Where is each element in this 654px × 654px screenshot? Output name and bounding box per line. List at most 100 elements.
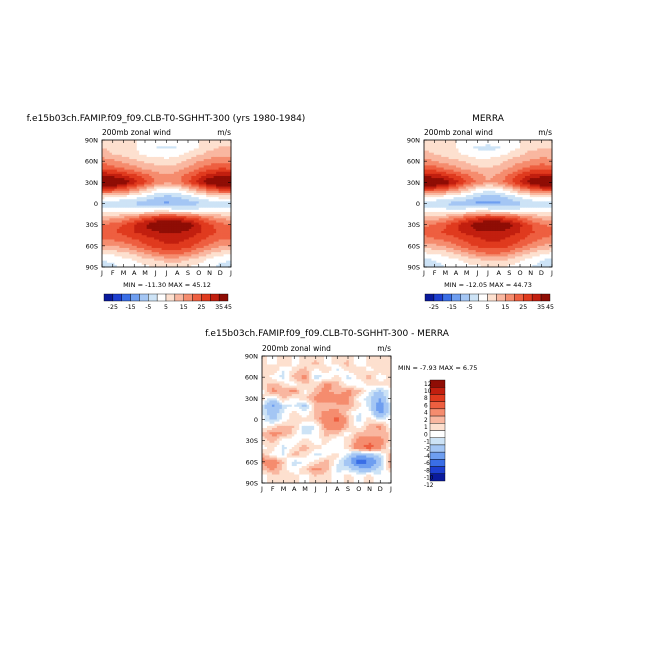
heatmap-cell — [208, 218, 212, 221]
heatmap-cell — [146, 205, 150, 209]
heatmap-cell — [456, 156, 459, 160]
heatmap-cell — [515, 207, 518, 211]
colorbar-swatch — [165, 293, 176, 302]
heatmap-cell — [527, 140, 531, 143]
heatmap-cell — [465, 165, 469, 168]
heatmap-cell — [500, 186, 504, 190]
heatmap-cell — [134, 144, 138, 147]
heatmap-cell — [490, 169, 494, 173]
heatmap-cell — [456, 144, 459, 147]
heatmap-cell — [198, 186, 202, 190]
heatmap-cell — [176, 235, 180, 238]
heatmap-cell — [537, 182, 541, 185]
heatmap-cell — [193, 207, 197, 211]
heatmap-cell — [109, 152, 113, 156]
heatmap-cell — [495, 209, 499, 213]
heatmap-cell — [218, 154, 222, 158]
heatmap-cell — [126, 218, 130, 221]
heatmap-cell — [168, 231, 172, 234]
heatmap-cell — [193, 205, 197, 209]
heatmap-cell — [106, 175, 110, 179]
heatmap-cell — [446, 150, 450, 154]
heatmap-cell — [114, 150, 118, 154]
heatmap-cell — [478, 140, 482, 143]
heatmap-cell — [542, 195, 546, 198]
heatmap-cell — [522, 165, 526, 168]
heatmap-cell — [223, 197, 227, 200]
heatmap-cell — [433, 188, 437, 192]
heatmap-cell — [475, 167, 479, 171]
heatmap-cell — [507, 209, 511, 213]
heatmap-cell — [193, 254, 197, 257]
heatmap-cell — [446, 211, 450, 215]
heatmap-cell — [104, 190, 108, 194]
heatmap-cell — [119, 228, 123, 232]
heatmap-cell — [141, 199, 145, 202]
heatmap-cell — [161, 233, 165, 236]
heatmap-cell — [547, 201, 550, 204]
heatmap-cell — [146, 146, 150, 149]
heatmap-cell — [428, 140, 432, 143]
heatmap-cell — [448, 186, 452, 190]
heatmap-cell — [136, 205, 140, 209]
heatmap-cell — [502, 161, 506, 164]
heatmap-cell — [473, 207, 477, 211]
heatmap-cell — [119, 211, 123, 215]
heatmap-cell — [164, 195, 167, 198]
heatmap-cell — [431, 178, 435, 181]
heatmap-cell — [114, 222, 118, 226]
heatmap-cell — [188, 167, 192, 171]
heatmap-cell — [213, 231, 217, 234]
heatmap-cell — [161, 264, 165, 268]
heatmap-cell — [537, 180, 541, 183]
heatmap-cell — [186, 167, 190, 171]
heatmap-cell — [470, 178, 474, 181]
heatmap-cell — [532, 188, 536, 192]
heatmap-cell — [502, 142, 506, 145]
heatmap-cell — [104, 201, 108, 204]
heatmap-cell — [490, 156, 494, 160]
heatmap-cell — [505, 146, 509, 149]
heatmap-cell — [424, 173, 427, 177]
heatmap-cell — [171, 247, 175, 251]
heatmap-cell — [221, 233, 224, 236]
heatmap-cell — [458, 165, 462, 168]
heatmap-cell — [206, 252, 210, 255]
heatmap-cell — [129, 207, 133, 211]
heatmap-cell — [534, 146, 538, 149]
heatmap-cell — [186, 224, 190, 228]
heatmap-cell — [102, 233, 105, 236]
heatmap-cell — [178, 224, 182, 228]
heatmap-cell — [124, 247, 128, 251]
heatmap-cell — [166, 231, 170, 234]
heatmap-cell — [121, 192, 125, 196]
heatmap-cell — [512, 180, 516, 183]
heatmap-cell — [168, 224, 172, 228]
heatmap-cell — [198, 195, 202, 198]
heatmap-cell — [426, 150, 430, 154]
heatmap-cell — [176, 163, 180, 166]
heatmap-cell — [228, 209, 232, 213]
heatmap-cell — [433, 186, 437, 190]
heatmap-cell — [470, 201, 474, 204]
heatmap-cell — [121, 173, 125, 177]
heatmap-cell — [470, 199, 474, 202]
heatmap-cell — [151, 231, 155, 234]
heatmap-cell — [463, 159, 467, 162]
heatmap-cell — [478, 199, 482, 202]
heatmap-cell — [456, 207, 459, 211]
heatmap-cell — [134, 254, 138, 257]
heatmap-cell — [522, 150, 526, 154]
heatmap-cell — [216, 256, 219, 259]
heatmap-cell — [141, 171, 145, 175]
heatmap-cell — [456, 159, 459, 162]
heatmap-cell — [507, 195, 511, 198]
heatmap-cell — [171, 264, 175, 268]
heatmap-cell — [228, 199, 232, 202]
heatmap-cell — [529, 197, 533, 200]
heatmap-cell — [131, 237, 135, 240]
heatmap-cell — [116, 182, 120, 185]
heatmap-cell — [223, 203, 227, 207]
heatmap-cell — [515, 173, 518, 177]
heatmap-cell — [198, 239, 202, 242]
